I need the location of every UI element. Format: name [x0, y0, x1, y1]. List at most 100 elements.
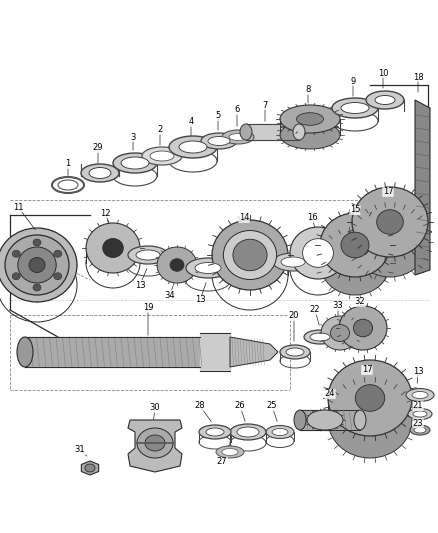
Text: 10: 10 [378, 69, 388, 77]
Text: 32: 32 [355, 297, 365, 306]
Ellipse shape [280, 121, 340, 149]
Ellipse shape [81, 164, 119, 182]
Ellipse shape [341, 232, 369, 258]
Ellipse shape [208, 136, 230, 146]
Ellipse shape [320, 213, 390, 277]
Text: 31: 31 [75, 446, 85, 455]
Ellipse shape [89, 167, 111, 179]
Ellipse shape [170, 259, 184, 271]
Text: 24: 24 [325, 390, 335, 399]
Ellipse shape [408, 408, 432, 419]
Ellipse shape [233, 239, 267, 271]
Ellipse shape [413, 411, 427, 417]
Ellipse shape [18, 247, 56, 283]
Ellipse shape [29, 257, 45, 272]
Text: 16: 16 [307, 214, 317, 222]
Ellipse shape [179, 141, 207, 153]
Ellipse shape [17, 337, 33, 367]
Ellipse shape [136, 250, 160, 260]
Ellipse shape [280, 345, 310, 359]
Ellipse shape [341, 102, 369, 114]
Ellipse shape [293, 124, 305, 140]
Text: 21: 21 [413, 401, 423, 410]
Ellipse shape [230, 424, 266, 440]
Text: 3: 3 [131, 133, 136, 141]
Text: 23: 23 [413, 418, 423, 427]
Ellipse shape [199, 425, 231, 439]
Ellipse shape [321, 316, 359, 350]
Ellipse shape [320, 231, 390, 295]
Ellipse shape [297, 112, 324, 125]
Ellipse shape [12, 273, 20, 280]
Ellipse shape [281, 257, 305, 267]
Ellipse shape [33, 239, 41, 246]
Ellipse shape [286, 348, 304, 356]
Ellipse shape [414, 427, 426, 433]
Ellipse shape [366, 91, 404, 109]
Ellipse shape [332, 98, 378, 118]
Ellipse shape [169, 136, 217, 158]
Ellipse shape [223, 230, 277, 279]
Ellipse shape [273, 253, 313, 271]
Text: 13: 13 [413, 367, 423, 376]
Text: 30: 30 [150, 403, 160, 413]
Ellipse shape [195, 262, 221, 273]
Text: 19: 19 [143, 303, 153, 312]
Text: 18: 18 [413, 72, 423, 82]
Text: 6: 6 [234, 106, 240, 115]
Text: 17: 17 [362, 366, 372, 375]
Ellipse shape [266, 425, 294, 439]
Ellipse shape [54, 273, 62, 280]
Ellipse shape [352, 187, 428, 257]
Ellipse shape [410, 425, 430, 435]
Ellipse shape [303, 239, 333, 268]
Text: 22: 22 [310, 305, 320, 314]
Ellipse shape [5, 235, 69, 295]
Ellipse shape [142, 147, 182, 165]
Ellipse shape [280, 105, 340, 133]
Ellipse shape [0, 228, 77, 302]
Ellipse shape [150, 151, 174, 161]
Ellipse shape [206, 428, 224, 436]
Ellipse shape [222, 448, 238, 456]
Ellipse shape [85, 464, 95, 472]
Ellipse shape [103, 238, 123, 257]
Text: 28: 28 [194, 401, 205, 410]
Ellipse shape [328, 360, 412, 436]
Text: 12: 12 [100, 208, 110, 217]
Ellipse shape [294, 410, 306, 430]
Ellipse shape [137, 428, 173, 458]
Polygon shape [128, 420, 182, 472]
Text: 4: 4 [188, 117, 194, 126]
Ellipse shape [201, 133, 237, 149]
Polygon shape [230, 337, 278, 367]
Ellipse shape [307, 410, 343, 430]
Ellipse shape [54, 251, 62, 257]
Ellipse shape [237, 427, 259, 437]
Text: 1: 1 [65, 159, 71, 168]
Text: 14: 14 [239, 214, 249, 222]
Text: 29: 29 [93, 143, 103, 152]
Ellipse shape [412, 392, 428, 399]
Text: 20: 20 [289, 311, 299, 320]
Ellipse shape [240, 124, 252, 140]
Ellipse shape [186, 258, 230, 278]
Ellipse shape [113, 153, 157, 173]
Text: 5: 5 [215, 111, 221, 120]
Ellipse shape [375, 95, 395, 104]
Ellipse shape [216, 446, 244, 458]
Ellipse shape [353, 319, 373, 337]
Text: 13: 13 [135, 280, 145, 289]
Ellipse shape [352, 207, 428, 277]
Text: 17: 17 [383, 188, 393, 197]
Text: 8: 8 [305, 85, 311, 94]
Text: 2: 2 [157, 125, 162, 134]
Text: 11: 11 [13, 203, 23, 212]
Ellipse shape [354, 410, 366, 430]
Ellipse shape [310, 333, 330, 341]
Ellipse shape [121, 157, 149, 169]
Ellipse shape [157, 247, 197, 283]
Ellipse shape [12, 251, 20, 257]
Polygon shape [81, 461, 99, 475]
Ellipse shape [304, 330, 336, 344]
